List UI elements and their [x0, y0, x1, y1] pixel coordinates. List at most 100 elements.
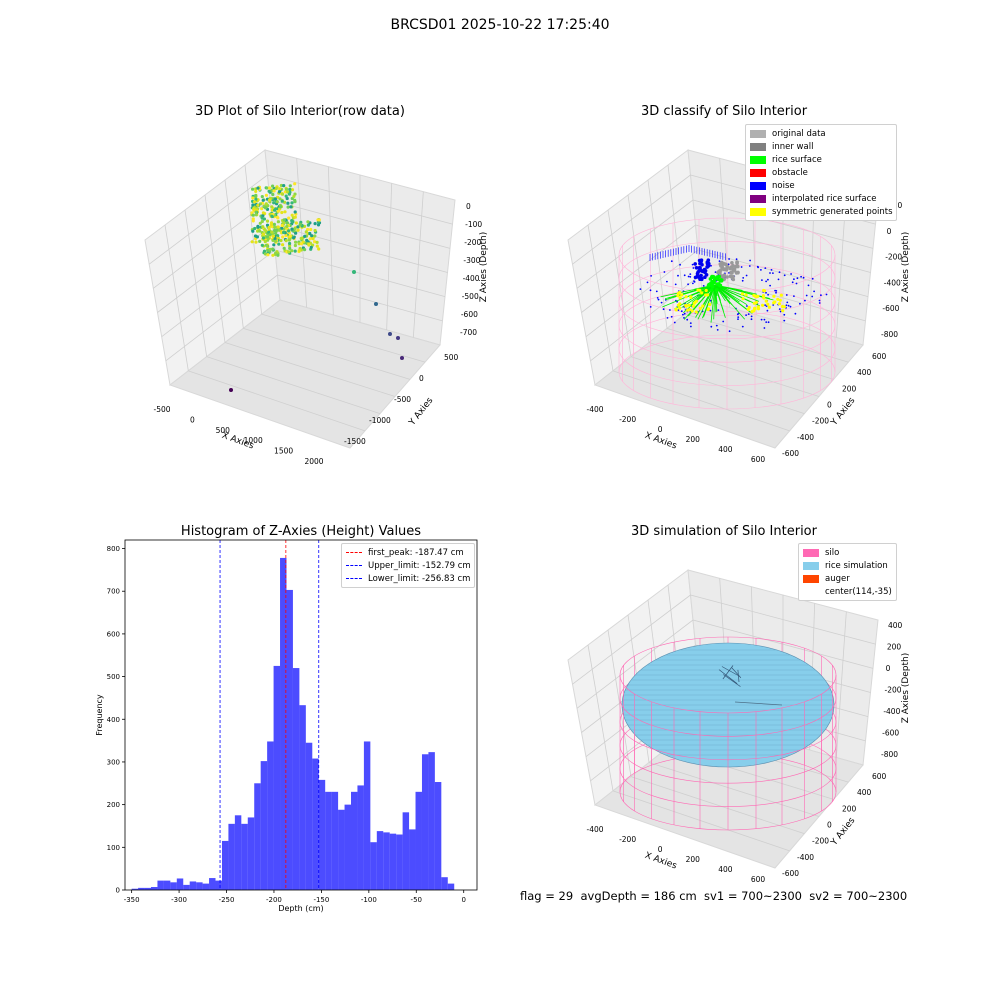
noise-point	[756, 265, 759, 268]
symmetric-point	[746, 307, 750, 312]
raw-point	[286, 205, 290, 209]
raw-point	[261, 214, 265, 218]
simulation-z-tick-label: 400	[888, 621, 903, 630]
histogram-title: Histogram of Z-Axies (Height) Values	[180, 524, 422, 539]
raw-point	[254, 197, 258, 201]
raw-point	[255, 235, 259, 239]
symmetric-point	[764, 299, 768, 303]
noise-point	[737, 318, 739, 320]
raw-point	[305, 238, 309, 242]
classify-legend-item: obstacle	[746, 166, 896, 179]
symmetric-point	[781, 309, 785, 313]
simulation-plot-title: 3D simulation of Silo Interior	[631, 524, 817, 539]
legend-label: obstacle	[772, 167, 808, 178]
classify-y-tick-label: -200	[812, 417, 829, 426]
raw-point	[294, 240, 298, 244]
histogram-x-tick-label: -250	[219, 896, 235, 904]
classify-z-tick-label: -800	[881, 330, 898, 339]
raw-point	[282, 184, 286, 188]
classify-x-tick-label: -200	[619, 415, 636, 424]
simulation-x-tick-label: -200	[619, 835, 636, 844]
histogram-bar	[396, 834, 403, 890]
grid-line	[612, 370, 790, 432]
histogram-bar	[331, 791, 339, 890]
raw-point	[289, 205, 293, 209]
histogram-y-tick-label: 0	[116, 887, 120, 895]
raw-outlier-point	[396, 336, 400, 340]
raw-point	[283, 210, 287, 214]
histogram-bar	[318, 779, 326, 890]
rice-surface-stroke	[683, 284, 716, 314]
raw-point	[258, 229, 262, 233]
raw-x-tick-label: 500	[216, 426, 231, 435]
noise-point	[799, 302, 801, 305]
raw-point	[274, 228, 279, 232]
inner-wall-point	[736, 270, 740, 275]
raw-point	[265, 186, 269, 190]
histogram-bar	[260, 761, 268, 890]
grid-line	[224, 342, 396, 397]
symmetric-point	[686, 308, 690, 312]
raw-point	[271, 247, 275, 251]
raw-plot-title: 3D Plot of Silo Interior(row data)	[195, 104, 405, 119]
raw-point	[282, 230, 286, 235]
raw-point	[263, 240, 267, 244]
symmetric-point	[691, 304, 695, 308]
raw-point	[315, 240, 319, 244]
histogram-bar	[267, 741, 274, 890]
raw-point	[272, 189, 276, 193]
histogram-x-tick-label: -100	[361, 896, 377, 904]
inner-wall-point	[722, 273, 727, 278]
histogram-y-tick-label: 400	[107, 716, 120, 724]
raw-x-tick-label: 1500	[274, 447, 293, 456]
classify-z-ticks: 2000-200-400-600-800	[881, 201, 903, 339]
raw-point	[293, 215, 297, 219]
rice-surface-stroke	[714, 284, 757, 295]
raw-point	[313, 228, 317, 233]
symmetric-point	[676, 292, 680, 296]
grid-line	[188, 370, 366, 432]
histogram-bar	[370, 842, 377, 890]
noise-point	[742, 277, 745, 279]
raw-point	[311, 237, 315, 241]
legend-label: original data	[772, 128, 826, 139]
raw-point	[273, 237, 277, 241]
histogram-bar	[428, 752, 435, 890]
raw-point	[276, 253, 280, 257]
noise-point	[767, 321, 770, 324]
classify-z-tick-label: 0	[887, 227, 892, 236]
histogram-bar	[196, 882, 203, 890]
noise-point	[692, 267, 695, 269]
legend-swatch	[750, 142, 766, 151]
symmetric-point	[698, 306, 702, 310]
raw-point	[254, 210, 258, 214]
raw-point	[270, 214, 274, 218]
raw-point	[282, 221, 286, 225]
classify-x-tick-label: -400	[586, 405, 603, 414]
classify-x-tick-label: 0	[658, 425, 663, 434]
noise-point	[767, 293, 769, 296]
histogram-bar	[138, 887, 145, 890]
raw-point	[281, 243, 285, 247]
symmetric-point	[754, 300, 758, 305]
rice-surface-point	[712, 280, 716, 285]
histogram-y-tick-label: 800	[107, 545, 120, 553]
symmetric-point	[761, 294, 765, 298]
noise-point	[727, 263, 730, 266]
raw-point	[251, 187, 255, 191]
raw-point	[282, 246, 286, 250]
histogram-bar	[209, 878, 216, 890]
noise-point	[689, 276, 692, 278]
histogram-bar	[202, 883, 210, 890]
raw-point	[276, 220, 280, 224]
histogram-bar	[144, 887, 151, 890]
histogram-bar	[254, 783, 261, 890]
raw-point	[277, 242, 281, 246]
raw-point	[288, 187, 292, 191]
inner-wall-point	[716, 270, 720, 275]
symmetric-point	[674, 307, 678, 311]
simulation-x-tick-label: 200	[686, 855, 701, 864]
noise-point	[774, 289, 776, 292]
noise-point	[683, 312, 686, 315]
noise-point	[777, 278, 780, 281]
